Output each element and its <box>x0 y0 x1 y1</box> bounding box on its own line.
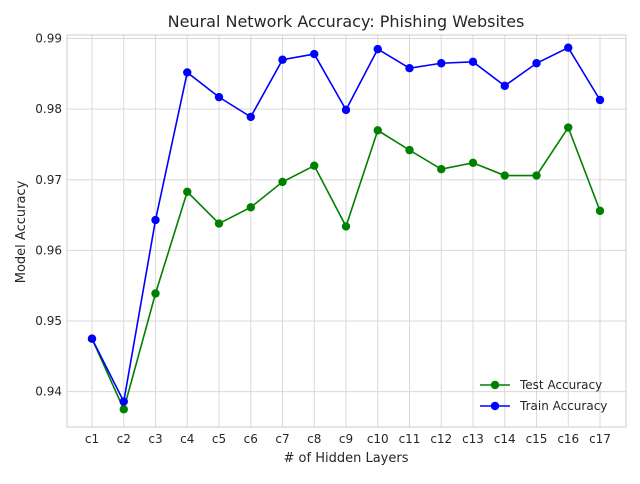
chart-title: Neural Network Accuracy: Phishing Websit… <box>168 12 525 31</box>
x-tick-label: c15 <box>526 432 548 446</box>
legend-item: Test Accuracy <box>480 378 602 392</box>
x-tick-label: c14 <box>494 432 516 446</box>
legend-label: Test Accuracy <box>519 378 602 392</box>
plot-frame <box>66 34 627 428</box>
legend-label: Train Accuracy <box>519 399 607 413</box>
legend-item: Train Accuracy <box>480 399 607 413</box>
data-point <box>373 126 382 135</box>
data-point <box>246 112 255 122</box>
x-tick-label: c11 <box>399 432 421 446</box>
data-point <box>595 206 605 216</box>
data-point <box>214 219 224 228</box>
legend: Test Accuracy Train Accuracy <box>480 378 607 413</box>
data-point <box>183 187 192 196</box>
data-point <box>87 334 97 343</box>
data-point <box>468 57 478 67</box>
series-layer <box>87 43 605 414</box>
x-tick-label: c2 <box>117 432 131 446</box>
y-tick-label: 0.98 <box>35 102 62 116</box>
x-tick-label: c8 <box>307 432 321 446</box>
data-point <box>341 222 351 231</box>
data-point <box>310 161 319 170</box>
y-tick-label: 0.94 <box>35 385 62 399</box>
data-point <box>437 59 446 68</box>
data-point <box>373 44 382 54</box>
x-tick-label: c1 <box>85 432 99 446</box>
data-point <box>278 55 287 64</box>
x-tick-label: c6 <box>244 432 258 446</box>
data-point <box>310 49 319 59</box>
y-tick-label: 0.99 <box>35 32 62 46</box>
y-tick-label: 0.96 <box>35 243 62 257</box>
data-point <box>183 68 192 77</box>
data-point <box>595 95 605 105</box>
data-point <box>151 215 160 225</box>
x-tick-label: c10 <box>367 432 389 446</box>
data-point <box>341 105 351 115</box>
x-tick-label: c17 <box>589 432 611 446</box>
series-test-accuracy <box>87 123 605 414</box>
x-tick-label: c16 <box>557 432 579 446</box>
x-tick-label: c3 <box>148 432 162 446</box>
data-point <box>246 203 255 212</box>
data-point <box>564 123 573 132</box>
data-point <box>119 405 128 414</box>
data-point <box>532 59 541 68</box>
data-point <box>500 81 509 91</box>
grid-layer <box>67 35 626 427</box>
y-axis-label: Model Accuracy <box>14 180 29 283</box>
data-point <box>214 92 224 102</box>
data-point <box>278 177 287 187</box>
data-point <box>405 63 414 73</box>
x-tick-label: c12 <box>430 432 452 446</box>
data-point <box>437 164 446 174</box>
data-point <box>500 171 509 180</box>
x-tick-label: c7 <box>275 432 289 446</box>
legend-marker <box>490 380 500 390</box>
y-tick-label: 0.97 <box>35 173 62 187</box>
x-tick-label: c4 <box>180 432 194 446</box>
data-point <box>564 43 573 52</box>
data-point <box>151 289 160 298</box>
series-train-accuracy <box>87 43 605 406</box>
legend-marker <box>490 401 500 411</box>
x-tick-labels: c1 c2 c3 c4 c5 c6 c7 c8 c9 c10 c11 c12 c13 c14 c15 c16 c… <box>85 432 611 446</box>
x-tick-label: c9 <box>339 432 353 446</box>
data-point <box>468 158 478 168</box>
data-point <box>119 397 128 406</box>
data-point <box>405 145 414 155</box>
x-axis-label: # of Hidden Layers <box>284 451 409 466</box>
y-tick-label: 0.95 <box>35 314 62 328</box>
x-tick-label: c13 <box>462 432 484 446</box>
y-tick-labels: 0.94 0.95 0.96 0.97 0.98 0.99 <box>35 32 62 399</box>
x-tick-label: c5 <box>212 432 226 446</box>
data-point <box>532 171 541 180</box>
